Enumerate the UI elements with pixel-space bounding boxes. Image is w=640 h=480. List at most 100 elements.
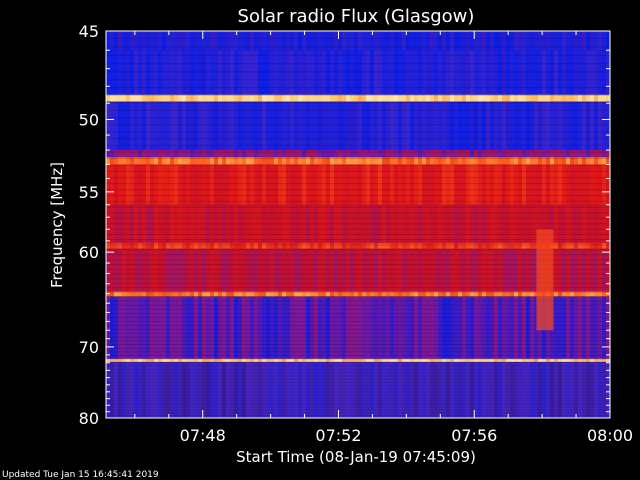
band-cell [486,164,490,205]
band-cell [358,157,362,165]
band-cell [190,101,194,151]
band-cell [430,31,434,51]
band-cell [546,358,550,362]
band-cell [594,31,598,51]
band-cell [122,291,126,297]
band-cell [206,31,210,51]
band-cell [390,150,394,158]
band-cell [302,164,306,205]
band-cell [118,361,122,418]
band-cell [402,94,406,102]
band-cell [490,101,494,151]
band-cell [430,361,434,418]
band-cell [346,164,350,205]
band-cell [118,358,122,362]
band-cell [490,150,494,158]
band-cell [362,94,366,102]
band-cell [594,150,598,158]
band-cell [246,291,250,297]
band-cell [354,296,358,359]
band-cell [258,157,262,165]
band-10 [106,291,610,297]
band-cell [234,164,238,205]
band-cell [322,358,326,362]
band-cell [362,31,366,51]
band-cell [418,243,422,249]
band-cell [190,164,194,205]
band-cell [314,157,318,165]
band-cell [394,150,398,158]
band-cell [214,150,218,158]
band-cell [498,150,502,158]
striation [106,397,610,399]
band-cell [230,164,234,205]
band-cell [118,296,122,359]
band-cell [310,157,314,165]
band-cell [146,361,150,418]
band-cell [342,358,346,362]
band-cell [294,94,298,102]
band-cell [242,361,246,418]
band-cell [246,358,250,362]
band-cell [246,204,250,244]
band-cell [210,204,214,244]
band-cell [434,164,438,205]
band-cell [474,101,478,151]
band-cell [354,31,358,51]
band-cell [170,164,174,205]
band-cell [354,94,358,102]
band-cell [238,150,242,158]
band-cell [466,296,470,359]
band-cell [394,361,398,418]
band-cell [186,204,190,244]
band-cell [354,157,358,165]
band-cell [238,361,242,418]
band-cell [606,164,610,205]
band-cell [534,296,538,359]
band-cell [218,164,222,205]
band-cell [446,50,450,95]
band-cell [598,291,602,297]
band-cell [350,150,354,158]
band-cell [486,157,490,165]
band-cell [418,50,422,95]
band-cell [262,296,266,359]
band-cell [378,296,382,359]
band-cell [590,157,594,165]
band-cell [506,243,510,249]
band-cell [510,291,514,297]
striation [106,378,610,380]
band-cell [602,291,606,297]
band-cell [578,291,582,297]
band-cell [146,94,150,102]
band-cell [586,164,590,205]
band-cell [358,164,362,205]
band-cell [486,248,490,292]
band-cell [154,101,158,151]
band-cell [518,204,522,244]
band-cell [286,94,290,102]
band-cell [446,248,450,292]
band-cell [158,204,162,244]
band-cell [182,248,186,292]
band-cell [362,50,366,95]
band-cell [302,31,306,51]
band-cell [250,164,254,205]
band-cell [302,101,306,151]
radio-burst [536,229,554,331]
band-cell [390,101,394,151]
band-cell [194,94,198,102]
band-cell [486,358,490,362]
band-cell [366,243,370,249]
band-cell [206,243,210,249]
band-cell [274,243,278,249]
band-cell [266,243,270,249]
band-cell [278,50,282,95]
band-cell [134,248,138,292]
band-cell [274,31,278,51]
band-cell [506,296,510,359]
band-cell [182,361,186,418]
band-cell [214,358,218,362]
band-cell [554,361,558,418]
band-cell [122,296,126,359]
